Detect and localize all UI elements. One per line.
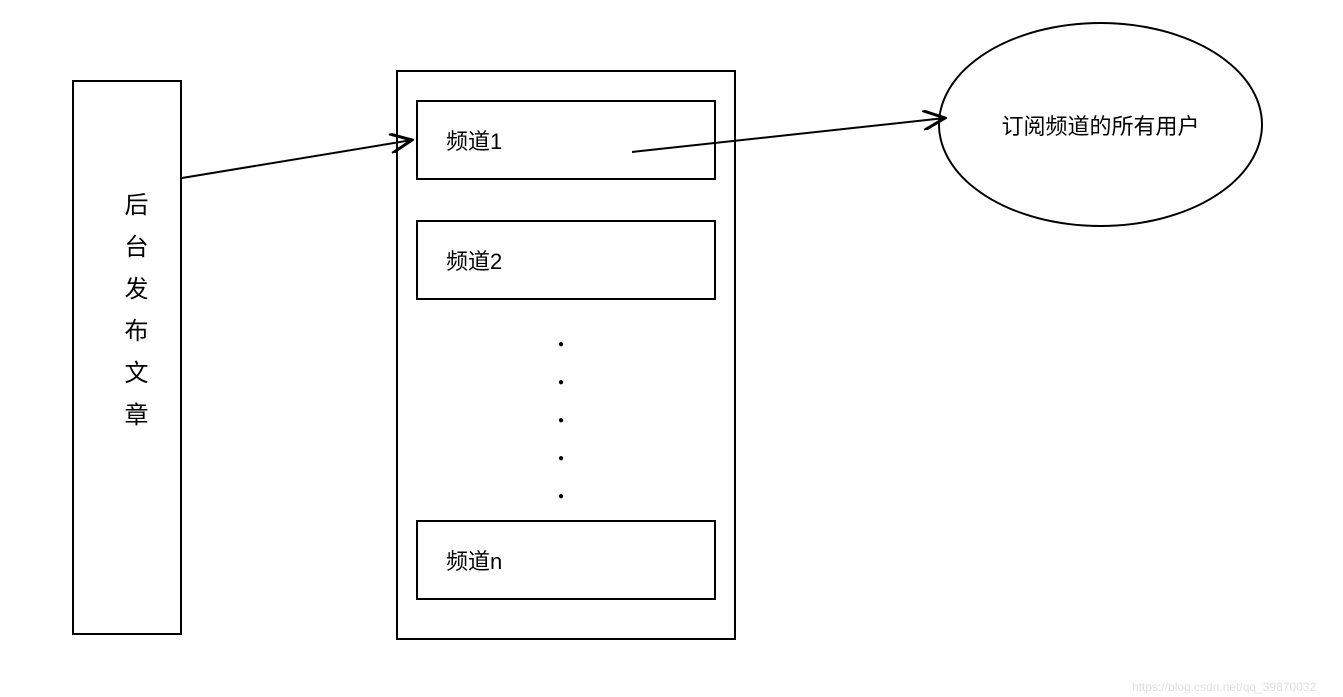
dot: ● bbox=[558, 454, 564, 464]
channel-label: 频道2 bbox=[446, 244, 502, 276]
diagram-container: 后台发布文章 频道1 频道2 ● ● ● ● ● 频道n 订阅频道的所有用户 h… bbox=[0, 0, 1343, 697]
ellipsis-dots: ● ● ● ● ● bbox=[558, 340, 564, 502]
dot: ● bbox=[558, 340, 564, 350]
edge-left-to-channel1 bbox=[182, 140, 412, 178]
channel-box-2: 频道2 bbox=[416, 220, 716, 300]
dot: ● bbox=[558, 416, 564, 426]
left-box-label: 后台发布文章 bbox=[116, 192, 151, 444]
dot: ● bbox=[558, 492, 564, 502]
ellipse-subscribers: 订阅频道的所有用户 bbox=[938, 22, 1263, 227]
watermark: https://blog.csdn.net/qq_39870032 bbox=[1132, 680, 1316, 694]
channel-box-n: 频道n bbox=[416, 520, 716, 600]
channel-label: 频道n bbox=[446, 544, 502, 576]
channel-label: 频道1 bbox=[446, 124, 502, 156]
ellipse-label: 订阅频道的所有用户 bbox=[1001, 109, 1199, 141]
left-box-publisher: 后台发布文章 bbox=[72, 80, 182, 635]
channel-box-1: 频道1 bbox=[416, 100, 716, 180]
dot: ● bbox=[558, 378, 564, 388]
